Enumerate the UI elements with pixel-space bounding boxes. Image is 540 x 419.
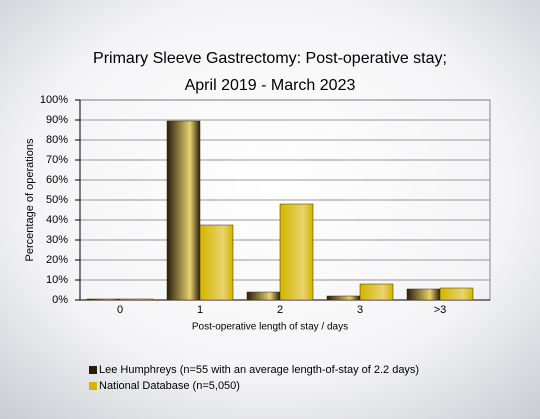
y-tick-label: 50% — [46, 194, 68, 206]
bar — [246, 291, 281, 301]
y-tick-label: 0% — [52, 294, 68, 306]
y-tick-label: 80% — [46, 134, 68, 146]
y-tick-label: 40% — [46, 214, 68, 226]
legend-marker — [89, 382, 97, 390]
chart-title: Primary Sleeve Gastrectomy: Post-operati… — [93, 50, 447, 67]
legend-label: Lee Humphreys (n=55 with an average leng… — [99, 364, 419, 376]
y-axis-label: Percentage of operations — [24, 138, 36, 261]
y-tick-label: 30% — [46, 234, 68, 246]
bar — [119, 298, 154, 301]
x-tick-label: >3 — [434, 304, 447, 316]
x-tick-label: 3 — [357, 304, 363, 316]
bar — [359, 283, 394, 301]
chart-subtitle: April 2019 - March 2023 — [185, 77, 356, 94]
x-tick-label: 1 — [197, 304, 203, 316]
y-tick-label: 20% — [46, 254, 68, 266]
y-tick-label: 90% — [46, 114, 68, 126]
bar — [279, 203, 314, 301]
y-tick-label: 60% — [46, 174, 68, 186]
y-tick-label: 70% — [46, 154, 68, 166]
y-tick-label: 100% — [40, 94, 68, 106]
x-tick-label: 2 — [277, 304, 283, 316]
legend-label: National Database (n=5,050) — [99, 380, 240, 392]
bar — [86, 298, 121, 301]
x-axis-label: Post-operative length of stay / days — [192, 322, 348, 333]
x-tick-label: 0 — [117, 304, 123, 316]
bar — [439, 287, 474, 301]
bar — [326, 295, 361, 301]
bar — [199, 224, 234, 301]
bar — [166, 120, 201, 301]
legend-marker — [89, 366, 97, 374]
bar — [406, 288, 441, 301]
y-tick-label: 10% — [46, 274, 68, 286]
